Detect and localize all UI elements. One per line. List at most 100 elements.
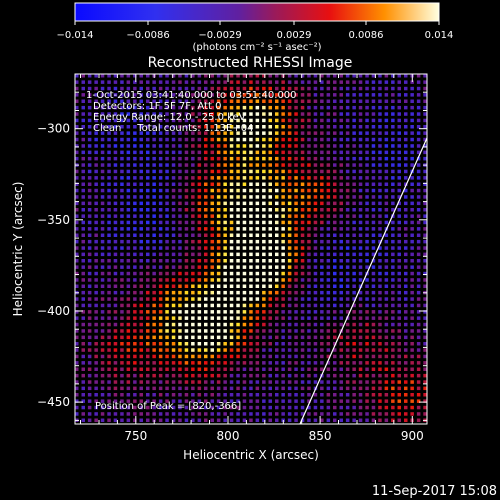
- heatmap-cell: [333, 284, 337, 288]
- heatmap-cell: [268, 233, 272, 237]
- heatmap-cell: [384, 99, 389, 103]
- heatmap-cell: [262, 342, 266, 346]
- heatmap-cell: [100, 246, 105, 250]
- heatmap-cell: [210, 227, 214, 231]
- heatmap-cell: [352, 201, 356, 206]
- heatmap-cell: [87, 169, 92, 174]
- heatmap-cell: [352, 246, 356, 250]
- heatmap-cell: [242, 80, 247, 84]
- heatmap-cell: [178, 227, 182, 231]
- heatmap-cell: [249, 303, 253, 308]
- heatmap-cell: [255, 246, 260, 250]
- heatmap-cell: [120, 380, 124, 384]
- heatmap-cell: [75, 105, 79, 110]
- heatmap-cell: [430, 380, 434, 384]
- heatmap-cell: [410, 348, 414, 352]
- heatmap-cell: [171, 342, 176, 346]
- heatmap-cell: [352, 227, 356, 231]
- heatmap-cell: [81, 297, 85, 301]
- heatmap-cell: [262, 74, 266, 78]
- heatmap-cell: [371, 163, 376, 167]
- heatmap-cell: [139, 163, 143, 167]
- heatmap-cell: [223, 208, 227, 212]
- heatmap-cell: [87, 252, 92, 257]
- heatmap-cell: [197, 367, 202, 371]
- heatmap-cell: [339, 373, 343, 378]
- heatmap-cell: [391, 169, 395, 174]
- heatmap-cell: [275, 271, 279, 276]
- heatmap-cell: [320, 214, 324, 218]
- heatmap-cell: [410, 386, 414, 391]
- heatmap-cell: [371, 278, 376, 282]
- heatmap-cell: [307, 80, 311, 84]
- heatmap-cell: [339, 271, 343, 276]
- heatmap-cell: [287, 156, 292, 161]
- colorbar-tick-label: −0.0086: [126, 30, 169, 41]
- heatmap-cell: [365, 182, 369, 186]
- heatmap-cell: [358, 405, 363, 410]
- heatmap-cell: [397, 137, 401, 142]
- heatmap-cell: [345, 290, 350, 295]
- heatmap-cell: [152, 163, 156, 167]
- heatmap-cell: [313, 125, 318, 129]
- heatmap-cell: [146, 361, 150, 365]
- heatmap-cell: [242, 367, 247, 371]
- heatmap-cell: [255, 105, 260, 110]
- colorbar-tick-label: −0.014: [56, 30, 93, 41]
- heatmap-cell: [378, 367, 382, 371]
- heatmap-cell: [75, 86, 79, 91]
- heatmap-cell: [171, 265, 176, 269]
- heatmap-cell: [391, 354, 395, 359]
- heatmap-cell: [152, 93, 156, 97]
- heatmap-cell: [294, 361, 298, 365]
- heatmap-cell: [133, 112, 137, 116]
- heatmap-cell: [216, 278, 221, 282]
- heatmap-cell: [287, 361, 292, 365]
- heatmap-cell: [365, 259, 369, 263]
- heatmap-cell: [339, 112, 343, 116]
- heatmap-cell: [384, 405, 389, 410]
- heatmap-cell: [320, 322, 324, 327]
- heatmap-cell: [345, 227, 350, 231]
- heatmap-cell: [255, 290, 260, 295]
- heatmap-cell: [178, 271, 182, 276]
- heatmap-cell: [371, 144, 376, 148]
- heatmap-cell: [358, 74, 363, 78]
- heatmap-cell: [352, 271, 356, 276]
- heatmap-cell: [313, 74, 318, 78]
- heatmap-cell: [294, 201, 298, 206]
- heatmap-cell: [87, 137, 92, 142]
- heatmap-cell: [133, 156, 137, 161]
- heatmap-cell: [139, 188, 143, 193]
- heatmap-cell: [107, 412, 111, 416]
- heatmap-cell: [197, 393, 202, 397]
- heatmap-cell: [268, 118, 272, 123]
- heatmap-cell: [133, 303, 137, 308]
- heatmap-cell: [294, 259, 298, 263]
- heatmap-cell: [294, 93, 298, 97]
- heatmap-cell: [87, 354, 92, 359]
- heatmap-cell: [345, 246, 350, 250]
- heatmap-cell: [307, 188, 311, 193]
- heatmap-cell: [358, 86, 363, 91]
- heatmap-cell: [107, 156, 111, 161]
- heatmap-cell: [281, 227, 285, 231]
- heatmap-cell: [384, 74, 389, 78]
- heatmap-cell: [410, 278, 414, 282]
- heatmap-cell: [410, 310, 414, 314]
- heatmap-cell: [94, 144, 98, 148]
- heatmap-cell: [139, 239, 143, 244]
- heatmap-cell: [204, 125, 208, 129]
- heatmap-cell: [268, 195, 272, 199]
- heatmap-cell: [352, 93, 356, 97]
- heatmap-cell: [165, 125, 169, 129]
- heatmap-cell: [326, 112, 331, 116]
- heatmap-cell: [178, 239, 182, 244]
- heatmap-cell: [249, 386, 253, 391]
- heatmap-cell: [300, 182, 305, 186]
- heatmap-cell: [287, 246, 292, 250]
- heatmap-cell: [268, 163, 272, 167]
- heatmap-cell: [410, 227, 414, 231]
- heatmap-cell: [430, 80, 434, 84]
- heatmap-cell: [140, 425, 144, 429]
